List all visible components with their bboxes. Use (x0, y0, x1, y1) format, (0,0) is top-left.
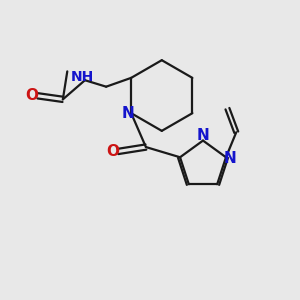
Text: O: O (106, 144, 119, 159)
Text: N: N (196, 128, 209, 143)
Text: N: N (121, 106, 134, 121)
Text: N: N (224, 151, 237, 166)
Text: NH: NH (71, 70, 94, 84)
Text: O: O (26, 88, 38, 103)
